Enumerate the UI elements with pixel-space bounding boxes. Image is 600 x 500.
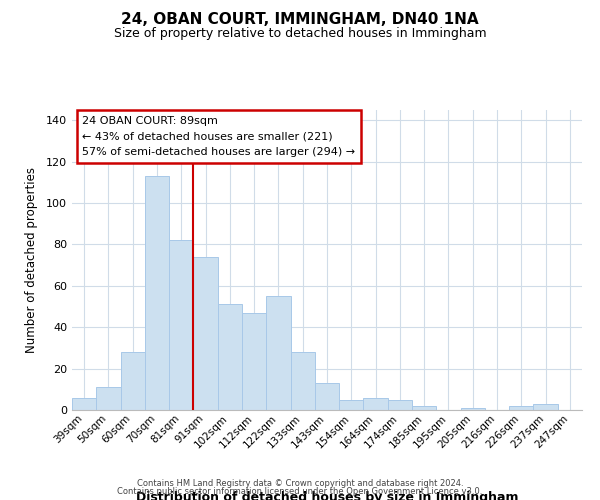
Bar [315,383,339,410]
Bar [193,257,218,410]
Bar [169,240,193,410]
Text: Size of property relative to detached houses in Immingham: Size of property relative to detached ho… [113,28,487,40]
Y-axis label: Number of detached properties: Number of detached properties [25,167,38,353]
Bar [461,408,485,410]
Bar [533,404,558,410]
Text: 24 OBAN COURT: 89sqm
← 43% of detached houses are smaller (221)
57% of semi-deta: 24 OBAN COURT: 89sqm ← 43% of detached h… [82,116,355,157]
Bar [72,398,96,410]
Bar [412,406,436,410]
Text: 24, OBAN COURT, IMMINGHAM, DN40 1NA: 24, OBAN COURT, IMMINGHAM, DN40 1NA [121,12,479,28]
Text: Contains HM Land Registry data © Crown copyright and database right 2024.: Contains HM Land Registry data © Crown c… [137,478,463,488]
Bar [266,296,290,410]
Bar [96,387,121,410]
Bar [364,398,388,410]
Bar [242,313,266,410]
Bar [145,176,169,410]
Bar [339,400,364,410]
Bar [290,352,315,410]
Bar [121,352,145,410]
Bar [509,406,533,410]
Bar [388,400,412,410]
Text: Contains public sector information licensed under the Open Government Licence v3: Contains public sector information licen… [118,487,482,496]
X-axis label: Distribution of detached houses by size in Immingham: Distribution of detached houses by size … [136,492,518,500]
Bar [218,304,242,410]
